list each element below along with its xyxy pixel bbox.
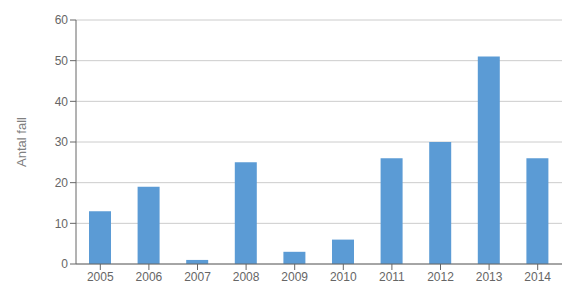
- svg-text:10: 10: [55, 217, 69, 231]
- svg-text:30: 30: [55, 135, 69, 149]
- svg-text:20: 20: [55, 176, 69, 190]
- svg-text:2012: 2012: [427, 270, 454, 284]
- svg-text:2014: 2014: [524, 270, 551, 284]
- svg-text:50: 50: [55, 54, 69, 68]
- svg-text:2010: 2010: [330, 270, 357, 284]
- svg-text:2009: 2009: [281, 270, 308, 284]
- svg-text:2005: 2005: [87, 270, 114, 284]
- svg-text:Antal fall: Antal fall: [14, 117, 29, 167]
- svg-text:2011: 2011: [379, 270, 405, 284]
- svg-text:40: 40: [55, 95, 69, 109]
- svg-text:2006: 2006: [136, 270, 163, 284]
- svg-text:2013: 2013: [476, 270, 503, 284]
- svg-text:60: 60: [55, 13, 69, 27]
- svg-text:2008: 2008: [233, 270, 260, 284]
- svg-text:0: 0: [61, 257, 68, 271]
- svg-text:2007: 2007: [184, 270, 211, 284]
